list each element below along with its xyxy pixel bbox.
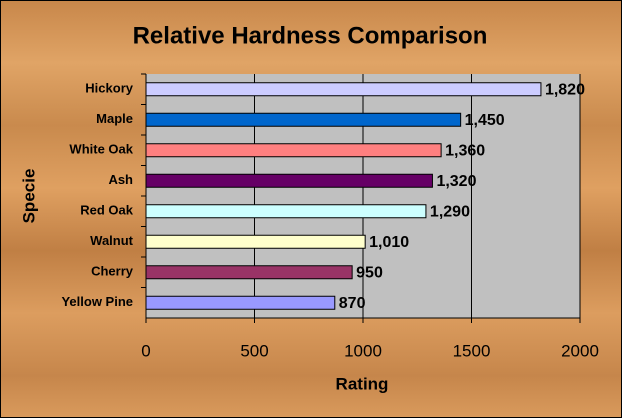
x-tick-label: 500 [240, 341, 268, 360]
value-label: 1,360 [445, 142, 485, 159]
value-label: 1,320 [436, 173, 476, 190]
bar [145, 295, 336, 310]
x-axis-label: Rating [336, 374, 389, 393]
bar [145, 173, 433, 188]
y-tick-label: Red Oak [80, 203, 134, 218]
x-tick-label: 2000 [561, 341, 599, 360]
bar [145, 143, 442, 158]
bar [145, 204, 427, 219]
bar [145, 112, 462, 127]
y-tick-label: Maple [96, 111, 133, 126]
y-tick-label: Cherry [91, 264, 134, 279]
value-label: 1,450 [465, 112, 505, 129]
y-tick-label: Yellow Pine [61, 294, 133, 309]
value-label: 1,820 [545, 81, 585, 98]
chart-title: Relative Hardness Comparison [133, 22, 488, 49]
value-label: 870 [339, 295, 366, 312]
y-tick-label: White Oak [69, 142, 133, 157]
y-axis-label: Specie [19, 169, 38, 224]
bar [145, 265, 353, 280]
y-tick-label: Ash [108, 172, 133, 187]
bar [145, 234, 366, 249]
x-tick-label: 1000 [344, 341, 382, 360]
y-tick-label: Walnut [90, 233, 134, 248]
bar [145, 82, 542, 97]
value-label: 1,290 [430, 203, 470, 220]
x-tick-label: 1500 [453, 341, 491, 360]
value-label: 1,010 [369, 234, 409, 251]
y-tick-label: Hickory [85, 81, 133, 96]
value-label: 950 [356, 264, 383, 281]
x-tick-label: 0 [141, 341, 150, 360]
